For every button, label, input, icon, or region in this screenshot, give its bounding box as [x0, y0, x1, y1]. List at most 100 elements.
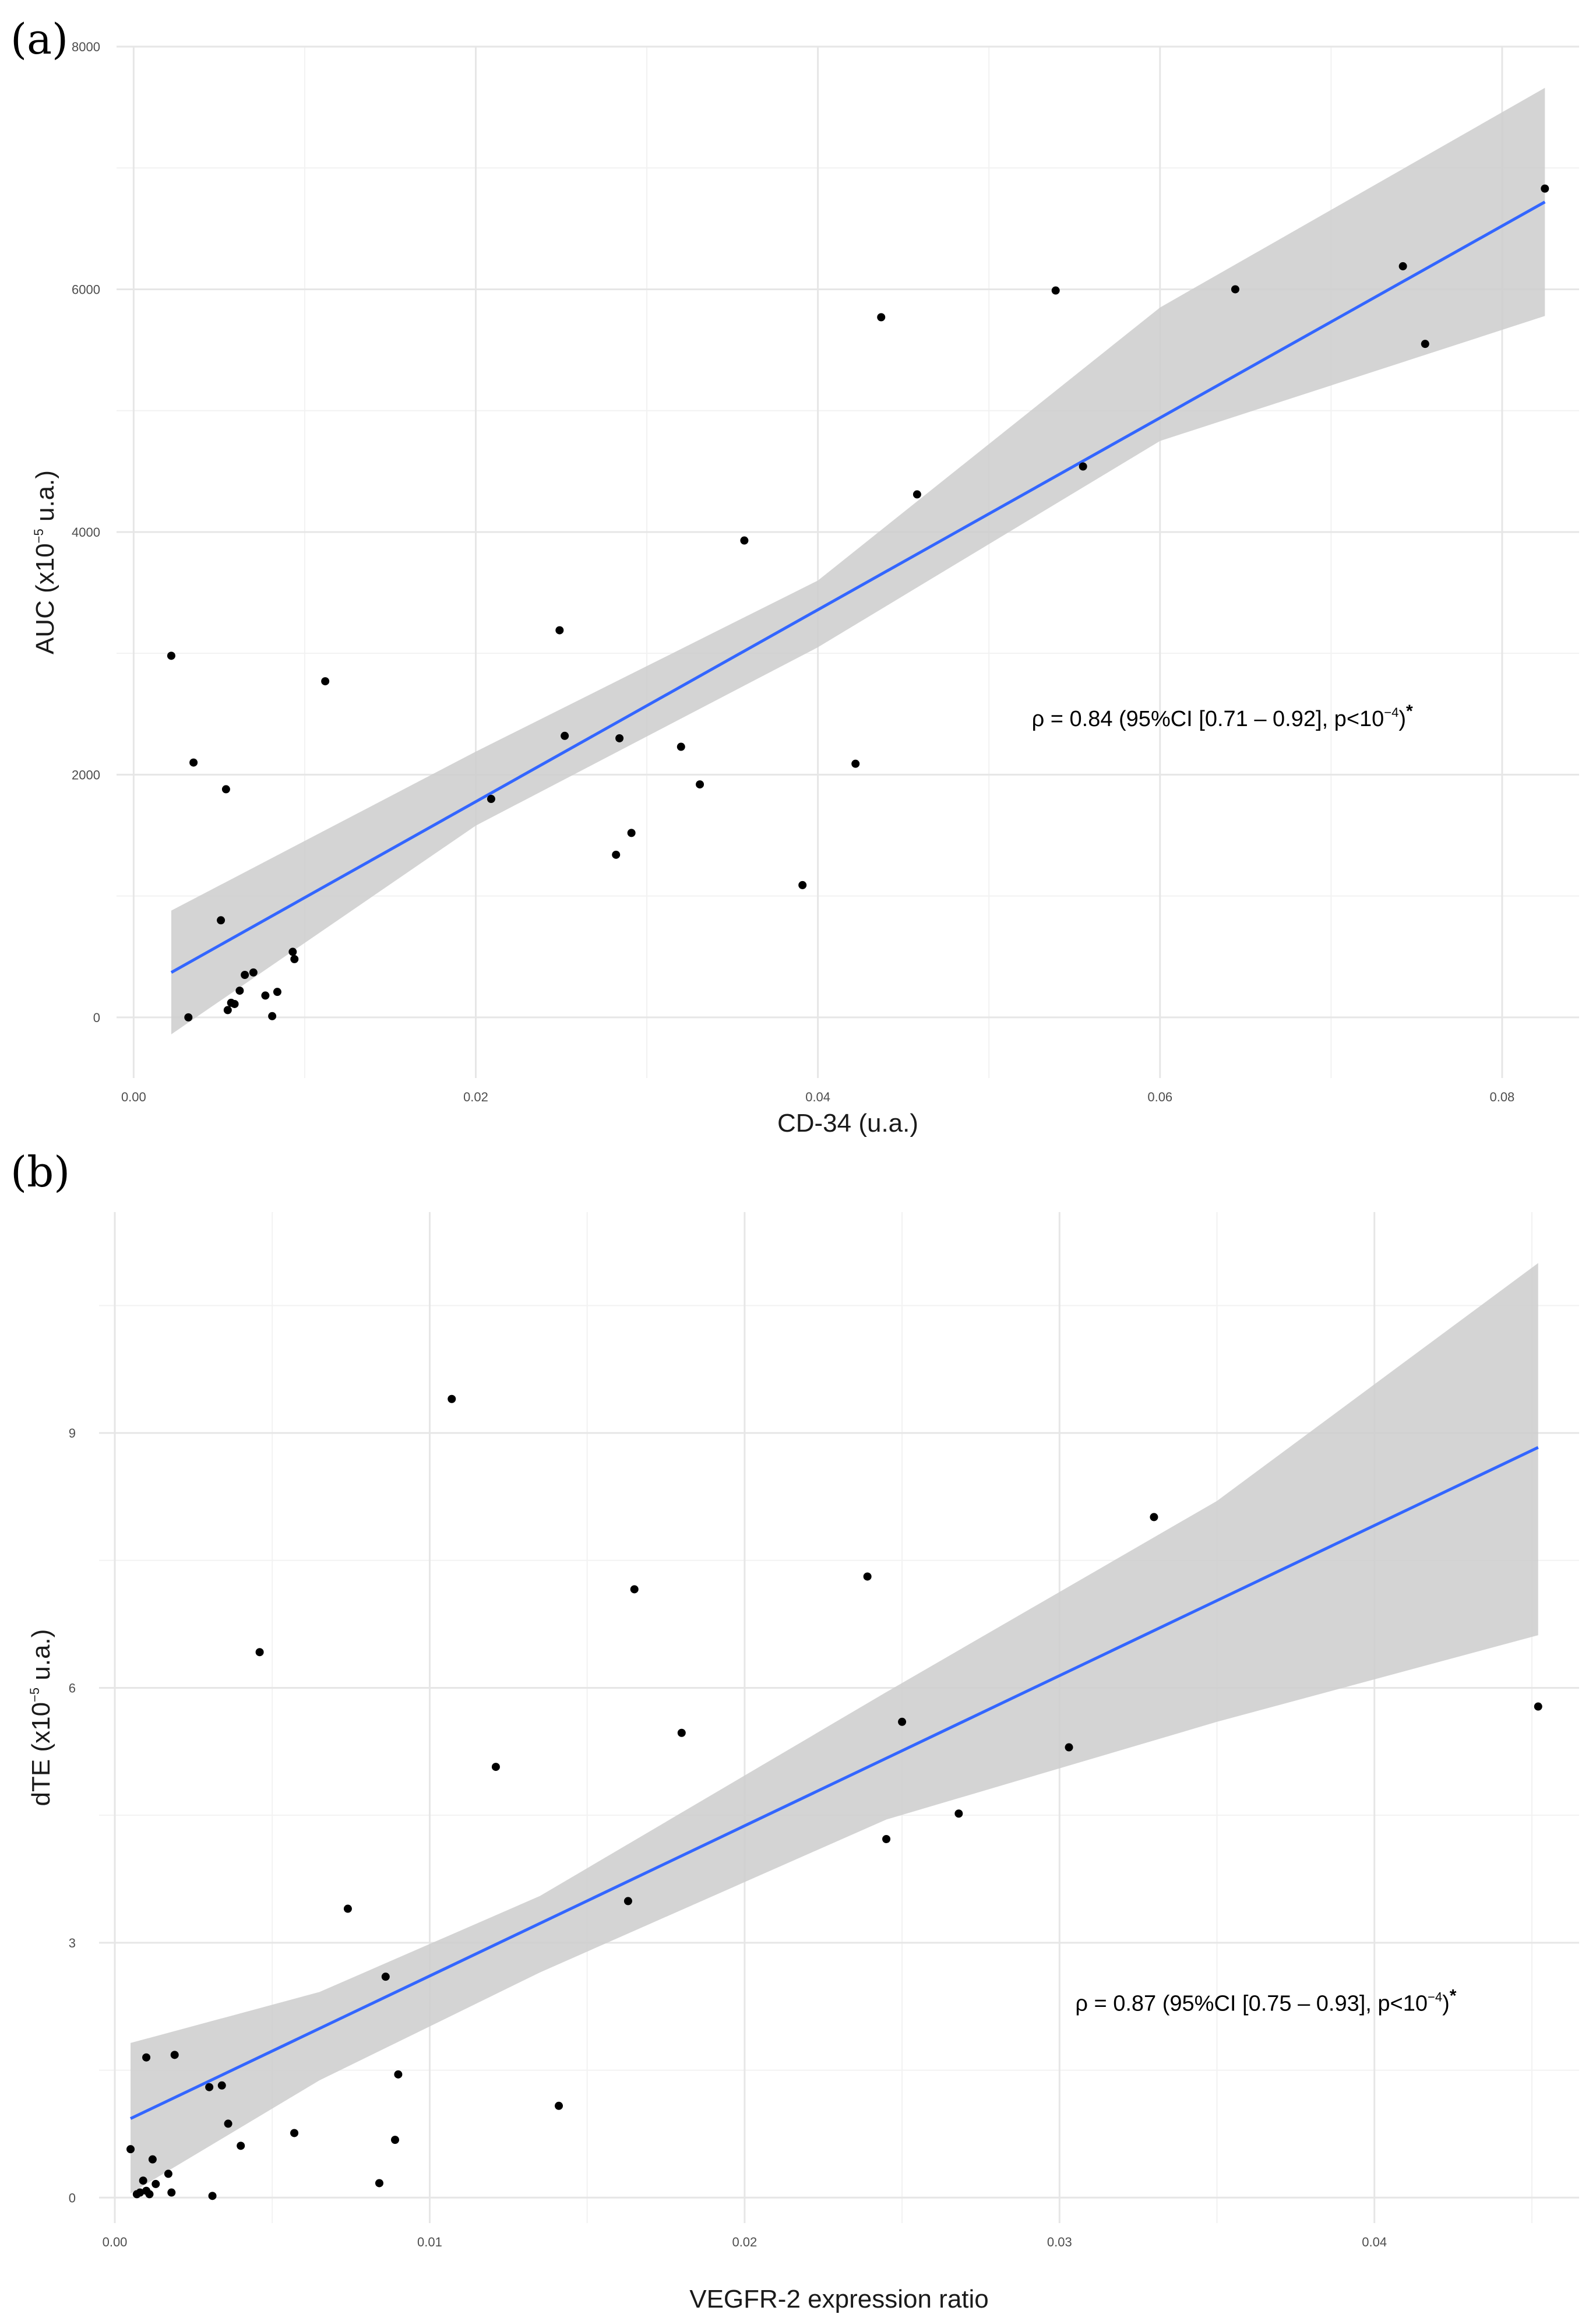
data-point: [136, 2188, 145, 2197]
data-point: [954, 1809, 963, 1818]
data-point: [290, 2129, 299, 2137]
data-point: [555, 2101, 563, 2110]
data-point: [241, 971, 249, 979]
data-point: [184, 1013, 193, 1022]
correlation-annotation: ρ = 0.87 (95%CI [0.75 – 0.93], p<10−4)*: [1075, 1987, 1456, 2016]
data-point: [1065, 1743, 1073, 1752]
data-point: [217, 2081, 226, 2090]
data-point: [255, 1648, 264, 1657]
y-tick-label: 8000: [72, 40, 100, 54]
data-point: [145, 2190, 154, 2199]
data-point: [677, 742, 685, 751]
data-point: [487, 795, 495, 804]
data-point: [696, 780, 704, 789]
data-point: [189, 758, 198, 767]
data-point: [491, 1763, 500, 1771]
panel-label: (b): [10, 1147, 70, 1196]
data-point: [167, 651, 175, 660]
x-tick-label: 0.01: [417, 2235, 442, 2249]
panel-a: (a) 0.00 0.02 0.04 0.06 0.08 0 2000 4000 6000 8000…: [10, 15, 1579, 1137]
x-tick-label: 0.00: [121, 1090, 146, 1104]
confidence-band: [131, 1263, 1538, 2193]
panel-b: (b) 0.00 0.01 0.02 0.03 0.04 0 3 6 9 VEGFR-2 expre…: [10, 1147, 1579, 2313]
data-point: [375, 2179, 383, 2188]
data-point: [221, 785, 230, 794]
data-point: [381, 1973, 390, 1981]
regression-line: [129, 1446, 1539, 2120]
data-point: [877, 313, 886, 322]
data-point: [394, 2070, 403, 2079]
data-point: [224, 2119, 232, 2128]
y-tick-label: 6: [69, 1681, 76, 1695]
points: [126, 1394, 1542, 2200]
data-point: [677, 1728, 686, 1737]
data-point: [126, 2145, 135, 2154]
data-point: [882, 1834, 891, 1843]
x-tick-label: 0.08: [1489, 1090, 1514, 1104]
y-tick-label: 6000: [72, 282, 100, 297]
x-axis-title: CD-34 (u.a.): [777, 1109, 918, 1137]
data-point: [268, 1012, 277, 1020]
data-point: [142, 2053, 151, 2062]
data-point: [170, 2051, 179, 2059]
data-point: [217, 916, 226, 925]
data-point: [627, 829, 636, 837]
panel-label: (a): [10, 15, 68, 64]
data-point: [230, 999, 239, 1008]
data-point: [1534, 1702, 1542, 1711]
data-point: [261, 991, 270, 1000]
data-point: [615, 734, 624, 742]
x-tick-label: 0.00: [103, 2235, 128, 2249]
data-point: [561, 731, 569, 740]
data-point: [555, 626, 564, 635]
y-tick-label: 4000: [72, 525, 100, 540]
y-tick-label: 9: [69, 1426, 76, 1440]
data-point: [1231, 285, 1239, 294]
regression-line: [170, 200, 1546, 974]
y-tick-label: 0: [69, 2190, 76, 2205]
confidence-band: [171, 87, 1545, 1035]
data-point: [205, 2083, 214, 2091]
y-tick-label: 3: [69, 1936, 76, 1950]
correlation-annotation: ρ = 0.84 (95%CI [0.71 – 0.92], p<10−4)*: [1032, 702, 1413, 731]
data-point: [448, 1394, 456, 1403]
data-point: [898, 1717, 907, 1726]
data-point: [343, 1904, 352, 1913]
y-tick-label: 0: [93, 1010, 100, 1025]
data-point: [235, 987, 244, 995]
x-axis-title: VEGFR-2 expression ratio: [689, 2285, 989, 2313]
data-point: [288, 948, 297, 956]
data-point: [167, 2188, 176, 2197]
x-tick-label: 0.04: [1362, 2235, 1387, 2249]
data-point: [1079, 462, 1087, 471]
data-point: [1421, 340, 1429, 348]
data-point: [912, 490, 921, 499]
data-point: [798, 880, 807, 889]
data-point: [273, 988, 281, 996]
data-point: [223, 1006, 232, 1015]
data-point: [139, 2176, 147, 2185]
data-point: [164, 2169, 172, 2178]
data-point: [290, 955, 299, 963]
data-point: [208, 2192, 217, 2200]
data-point: [1398, 262, 1407, 270]
x-tick-label: 0.06: [1147, 1090, 1172, 1104]
grid: [117, 45, 1579, 1078]
data-point: [1150, 1513, 1158, 1521]
data-point: [237, 2142, 245, 2150]
y-axis-title: AUC (x10−5 u.a.): [31, 470, 59, 654]
points: [167, 184, 1549, 1022]
data-point: [1541, 184, 1549, 193]
data-point: [851, 759, 860, 768]
y-axis-title: dTE (x10−5 u.a.): [27, 1629, 55, 1806]
data-point: [391, 2136, 399, 2144]
data-point: [612, 850, 621, 859]
y-tick-label: 2000: [72, 767, 100, 782]
x-tick-label: 0.03: [1047, 2235, 1072, 2249]
data-point: [863, 1572, 872, 1581]
data-point: [630, 1585, 639, 1594]
data-point: [740, 536, 749, 545]
data-point: [249, 968, 258, 977]
data-point: [623, 1897, 632, 1906]
